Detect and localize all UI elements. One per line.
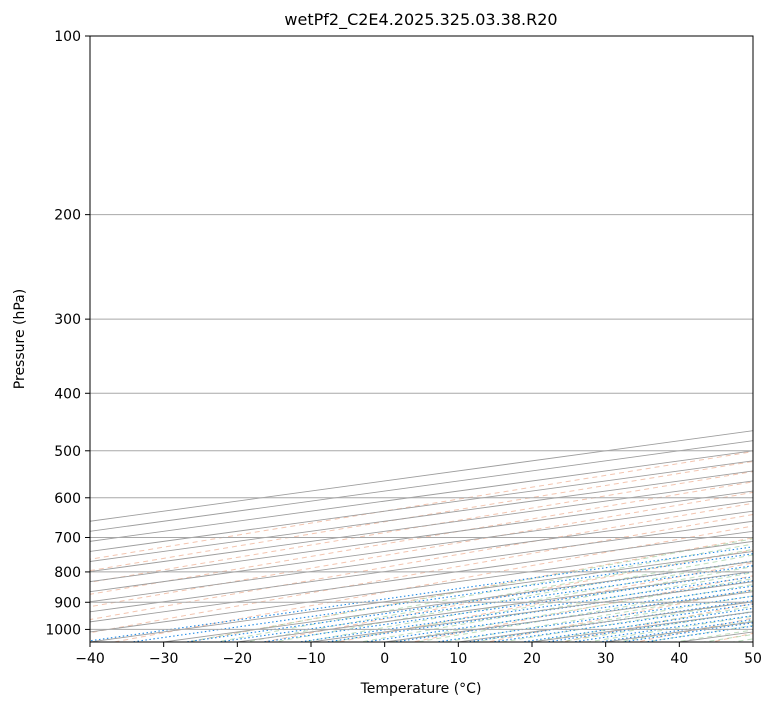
x-tick-label: 0: [380, 651, 389, 667]
y-tick-label: 800: [54, 565, 81, 581]
y-axis-label: Pressure (hPa): [12, 289, 28, 389]
x-tick-label: 10: [449, 651, 467, 667]
x-tick-label: −30: [149, 651, 179, 667]
y-tick-label: 400: [54, 386, 81, 402]
x-tick-label: 20: [523, 651, 541, 667]
y-tick-label: 900: [54, 595, 81, 611]
y-tick-label: 100: [54, 29, 81, 45]
y-tick-label: 300: [54, 312, 81, 328]
y-tick-label: 1000: [45, 622, 81, 638]
x-tick-label: 50: [744, 651, 762, 667]
y-tick-label: 500: [54, 444, 81, 460]
x-tick-label: −10: [296, 651, 326, 667]
y-tick-label: 200: [54, 208, 81, 224]
x-axis-label: Temperature (°C): [360, 681, 482, 697]
x-tick-label: −20: [223, 651, 253, 667]
x-tick-label: −40: [75, 651, 105, 667]
x-tick-label: 40: [670, 651, 688, 667]
x-tick-label: 30: [597, 651, 615, 667]
chart-title: wetPf2_C2E4.2025.325.03.38.R20: [284, 10, 557, 30]
y-tick-label: 600: [54, 491, 81, 507]
y-tick-label: 700: [54, 531, 81, 547]
